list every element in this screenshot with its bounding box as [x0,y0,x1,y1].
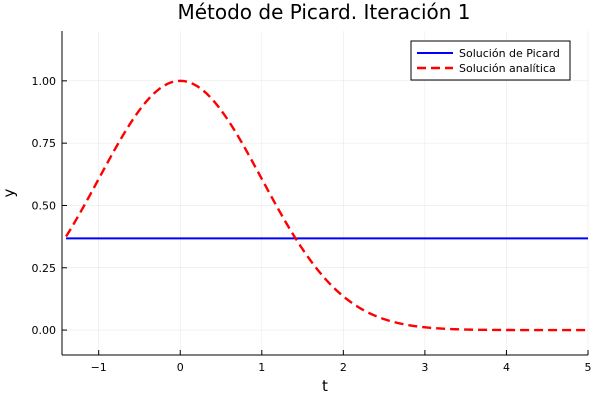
legend-label-picard: Solución de Picard [459,47,560,60]
plot-frame [61,31,588,356]
y-tick-label: 0.75 [32,137,57,150]
y-tick-label: 1.00 [32,75,57,88]
x-tick-label: 3 [421,361,428,374]
y-tick-label: 0.00 [32,324,57,337]
legend-box [410,40,571,81]
chart-title: Método de Picard. Iteración 1 [177,0,470,24]
x-tick-label: 4 [503,361,510,374]
series-analytic-line [65,79,588,332]
series-layer [65,79,588,332]
legend-label-analytic: Solución analítica [459,62,556,75]
legend: Solución de Picard Solución analítica [410,40,571,81]
x-tick-label: 1 [258,361,265,374]
x-tick-label: −1 [91,361,107,374]
x-ticks: −1 0 1 2 3 4 5 [91,350,592,374]
y-ticks: 0.00 0.25 0.50 0.75 1.00 [32,75,67,337]
x-tick-label: 0 [177,361,184,374]
x-axis-label: t [322,377,328,395]
y-axis-label: y [0,188,18,197]
y-tick-label: 0.25 [32,262,57,275]
y-tick-label: 0.50 [32,199,57,212]
x-tick-label: 2 [340,361,347,374]
x-tick-label: 5 [585,361,592,374]
grid [62,31,589,355]
